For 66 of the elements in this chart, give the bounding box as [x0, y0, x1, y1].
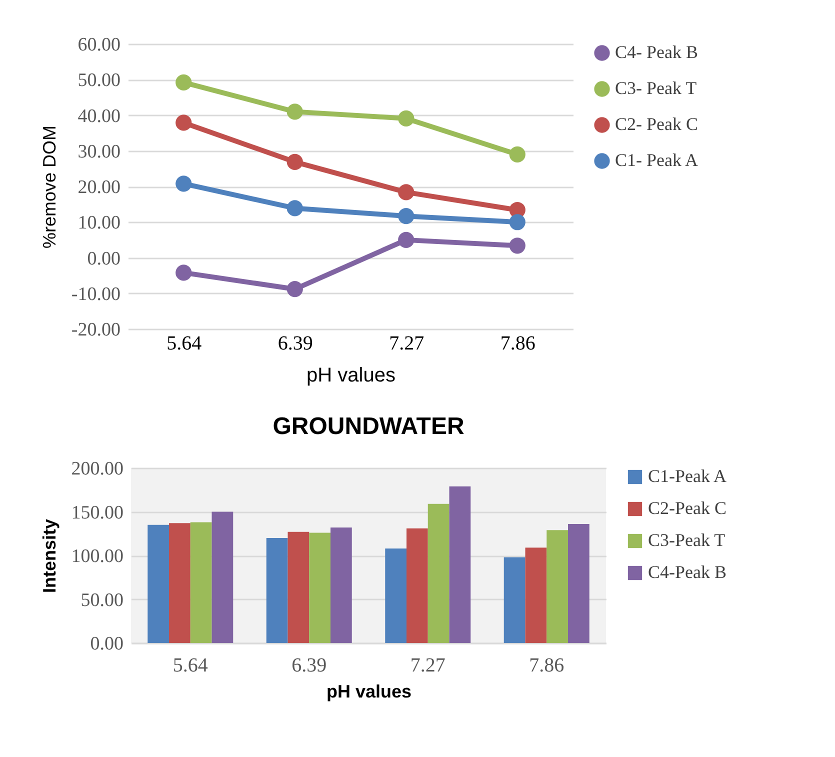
y-tick-label: -20.00: [71, 320, 120, 340]
point: [398, 208, 414, 224]
legend-label: C1- Peak A: [615, 150, 698, 170]
point: [286, 154, 303, 170]
x-tick-label: 5.64: [172, 654, 208, 676]
legend-label: C3-Peak T: [648, 530, 726, 550]
legend-label: C2- Peak C: [615, 114, 698, 134]
point: [176, 114, 192, 131]
bar: [525, 548, 547, 643]
bar: [148, 524, 169, 643]
x-tick-label: 7.27: [389, 332, 424, 354]
bar: [428, 504, 450, 643]
x-tick-label: 6.39: [292, 654, 327, 676]
point: [286, 281, 303, 298]
y-tick-label: 10.00: [78, 212, 120, 234]
x-tick-label: 5.64: [166, 332, 202, 354]
bar: [169, 523, 190, 643]
bar: [504, 557, 526, 643]
point: [398, 110, 414, 126]
y-tick-label: 50.00: [80, 590, 124, 611]
point: [286, 104, 303, 120]
y-tick-label: 200.00: [71, 458, 124, 480]
bar: [406, 528, 428, 643]
x-tick-label: 7.27: [410, 654, 446, 676]
bar: [546, 530, 568, 643]
bar: [309, 532, 330, 643]
legend-label: C4- Peak B: [615, 42, 698, 62]
x-tick-label: 7.86: [529, 654, 564, 676]
legend-label: C1-Peak A: [648, 466, 726, 486]
y-tick-label: 0.00: [87, 248, 120, 270]
legend-label: C2-Peak C: [648, 498, 726, 518]
legend-label: C4-Peak B: [648, 562, 726, 582]
y-tick-label: 30.00: [78, 141, 120, 162]
y-tick-label: 50.00: [78, 70, 120, 92]
bar: [288, 532, 310, 643]
point: [509, 146, 526, 162]
y-tick-label: -10.00: [71, 284, 120, 305]
bar: [449, 486, 471, 643]
point: [509, 214, 526, 230]
y-tick-label: 150.00: [71, 502, 124, 524]
point: [509, 238, 526, 254]
legend-label: C3- Peak T: [615, 78, 697, 98]
bar: [385, 548, 406, 643]
point: [176, 176, 192, 192]
chart-title: GROUNDWATER: [272, 413, 464, 440]
y-axis-title: Intensity: [39, 518, 60, 594]
y-axis-title: %remove DOM: [39, 125, 60, 249]
point: [398, 184, 414, 200]
x-tick-label: 7.86: [500, 332, 536, 354]
y-tick-label: 60.00: [78, 34, 120, 56]
point: [176, 264, 192, 281]
y-tick-label: 0.00: [90, 634, 124, 654]
point: [398, 232, 414, 248]
x-axis-title: pH values: [326, 682, 412, 702]
y-tick-label: 20.00: [78, 177, 120, 198]
bar: [212, 512, 234, 643]
y-tick-label: 100.00: [71, 546, 124, 567]
bar: [568, 524, 590, 643]
bar: [190, 522, 212, 643]
y-tick-label: 40.00: [78, 106, 120, 127]
x-tick-label: 6.39: [278, 332, 313, 354]
bar: [330, 528, 352, 643]
point: [286, 200, 303, 216]
bar: [266, 538, 288, 643]
point: [176, 74, 192, 91]
x-axis-title: pH values: [306, 364, 396, 386]
